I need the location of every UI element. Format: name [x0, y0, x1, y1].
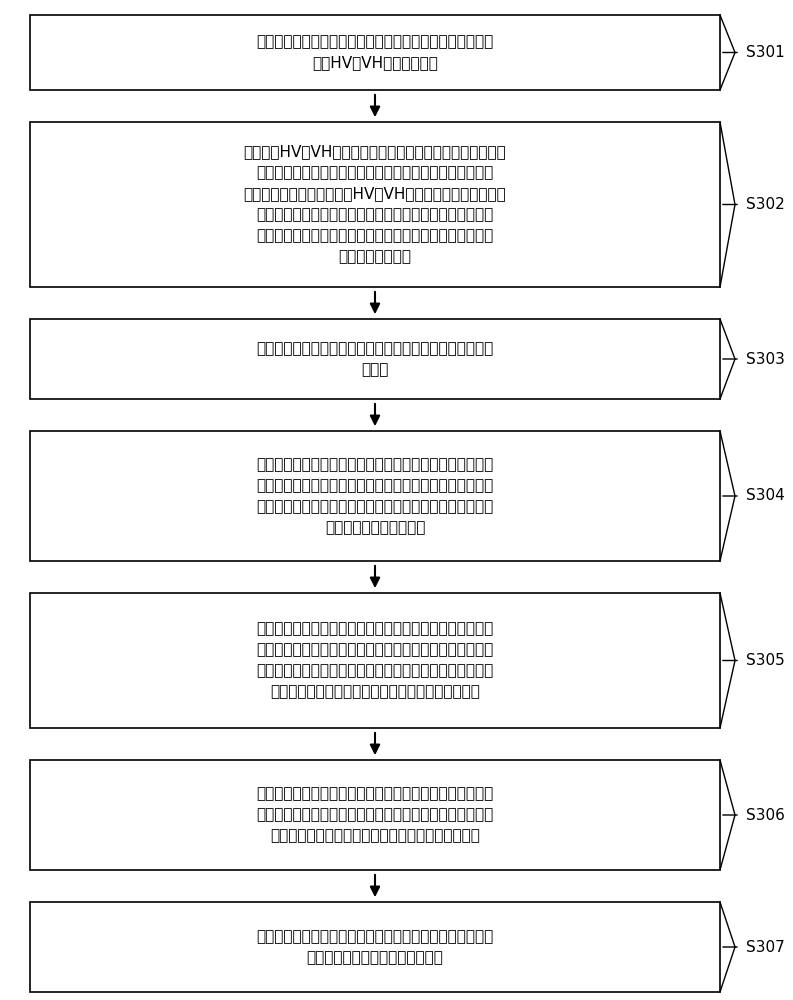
FancyBboxPatch shape [30, 760, 720, 870]
Text: S306: S306 [745, 808, 784, 822]
Text: 确定所述至少两个纹理特征中的至少一个目标纹理特征的梯
度矩阵: 确定所述至少两个纹理特征中的至少一个目标纹理特征的梯 度矩阵 [256, 341, 493, 377]
Text: 获取待分离的合成孔径雷达图像，所述合成孔径雷达图像中
包括HV或VH交叉极化图像: 获取待分离的合成孔径雷达图像，所述合成孔径雷达图像中 包括HV或VH交叉极化图像 [256, 34, 493, 70]
FancyBboxPatch shape [30, 593, 720, 728]
Text: S302: S302 [745, 197, 784, 212]
Text: 基于所述海冰样本和所述海水样本，从所述合成孔径雷达图
像中分离出海冰信息以及海水信息: 基于所述海冰样本和所述海水样本，从所述合成孔径雷达图 像中分离出海冰信息以及海水… [256, 929, 493, 965]
Text: 确定所述梯度矩阵的每个第二区域中梯度极大值点，以及，
最小值点，得到一个点集合；所述梯度矩阵由多个所述第二
区域组成，其中，不同所述第二区域的面积大小相等，且不: 确定所述梯度矩阵的每个第二区域中梯度极大值点，以及， 最小值点，得到一个点集合；… [256, 457, 493, 535]
FancyBboxPatch shape [30, 319, 720, 399]
Text: 分别确定所述点集合中每个点附近的多个极大值点，并将所
述多个极大值点所形成的闭合区域确定为斑块，得到至少两
个斑块，所述至少两个斑块中，至少存在一个全部为海冰信: 分别确定所述点集合中每个点附近的多个极大值点，并将所 述多个极大值点所形成的闭合… [256, 621, 493, 700]
Text: 计算所述HV或VH交叉极化图像中每个第一区域所对应的至少
两种纹理信息，得到分别反映所述至少两种纹理信息的至少
两个纹理特征；其中，所述HV或VH交叉极化图像由: 计算所述HV或VH交叉极化图像中每个第一区域所对应的至少 两种纹理信息，得到分别… [243, 144, 507, 264]
Text: S305: S305 [745, 653, 784, 668]
Text: S303: S303 [745, 352, 784, 366]
Text: 根据每个所述斑块分别在能量特征与熵特征中所包含的特征
值，将能量平均值大于预设能量阈值的斑块确定为海水样本
，将熵平均值大于预设熵阈值的斑块确定为海冰样本: 根据每个所述斑块分别在能量特征与熵特征中所包含的特征 值，将能量平均值大于预设能… [256, 786, 493, 844]
FancyBboxPatch shape [30, 122, 720, 287]
FancyBboxPatch shape [30, 15, 720, 90]
FancyBboxPatch shape [30, 431, 720, 561]
Text: S304: S304 [745, 488, 784, 504]
Text: S301: S301 [745, 45, 784, 60]
FancyBboxPatch shape [30, 902, 720, 992]
Text: S307: S307 [745, 940, 784, 954]
